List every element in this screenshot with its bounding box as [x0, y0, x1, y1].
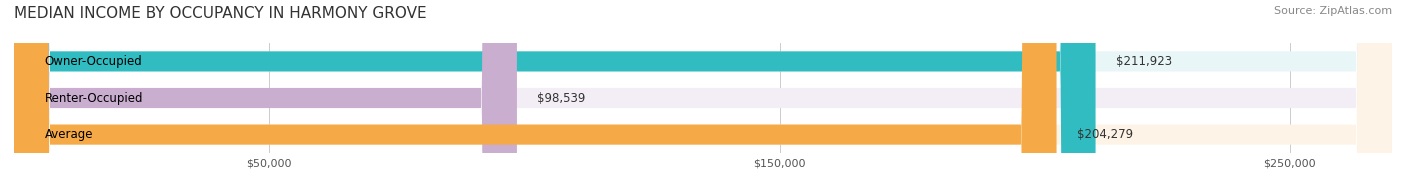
- Text: $204,279: $204,279: [1077, 128, 1133, 141]
- FancyBboxPatch shape: [14, 0, 1095, 196]
- FancyBboxPatch shape: [14, 0, 1392, 196]
- Text: $211,923: $211,923: [1116, 55, 1173, 68]
- Text: Source: ZipAtlas.com: Source: ZipAtlas.com: [1274, 6, 1392, 16]
- FancyBboxPatch shape: [14, 0, 1056, 196]
- Text: MEDIAN INCOME BY OCCUPANCY IN HARMONY GROVE: MEDIAN INCOME BY OCCUPANCY IN HARMONY GR…: [14, 6, 426, 21]
- FancyBboxPatch shape: [14, 0, 1392, 196]
- Text: $98,539: $98,539: [537, 92, 586, 104]
- Text: Renter-Occupied: Renter-Occupied: [45, 92, 143, 104]
- FancyBboxPatch shape: [14, 0, 1392, 196]
- Text: Average: Average: [45, 128, 93, 141]
- Text: Owner-Occupied: Owner-Occupied: [45, 55, 142, 68]
- FancyBboxPatch shape: [14, 0, 517, 196]
